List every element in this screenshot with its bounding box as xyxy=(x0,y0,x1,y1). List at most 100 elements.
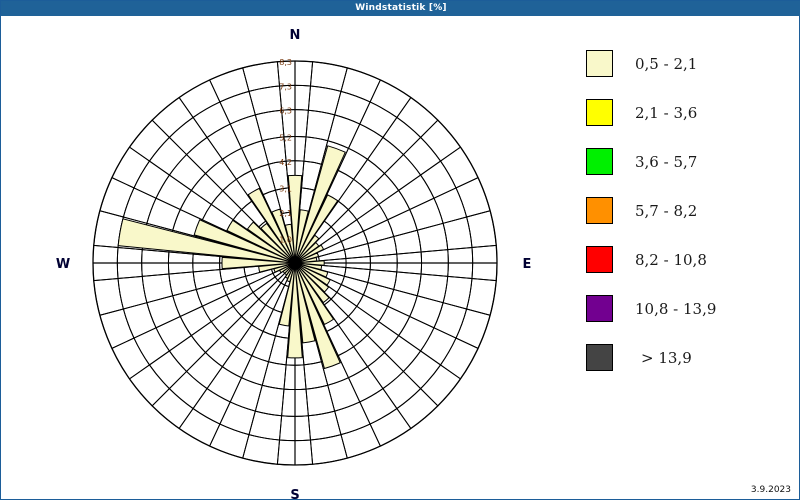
grid-cell xyxy=(155,174,193,211)
wind-petal[interactable] xyxy=(294,241,320,264)
wind-petal[interactable] xyxy=(294,262,316,344)
wind-petal[interactable] xyxy=(260,222,296,264)
grid-cell xyxy=(133,160,171,199)
grid-cell xyxy=(402,350,442,390)
grid-cell xyxy=(347,365,384,403)
grid-cell xyxy=(383,334,422,373)
wind-petal[interactable] xyxy=(193,219,296,264)
grid-cell xyxy=(402,136,442,176)
wind-petal[interactable] xyxy=(247,187,296,264)
wind-petal[interactable] xyxy=(117,218,296,264)
grid-cell xyxy=(396,96,439,139)
wind-petal[interactable] xyxy=(294,145,346,264)
grid-cell xyxy=(419,327,457,366)
grid-cell xyxy=(208,67,250,103)
window-titlebar: Windstatistik [%] xyxy=(1,1,800,16)
legend-item[interactable]: 8,2 - 10,8 xyxy=(586,235,786,284)
grid-cell xyxy=(240,354,270,386)
grid-cell xyxy=(397,315,435,352)
windrose-svg: 1,0 2,1 3,1 4,2 5,2 6,3 7,3 8,3 N E S W xyxy=(56,28,532,499)
grid-cell xyxy=(455,308,491,350)
grid-cell xyxy=(409,197,444,231)
grid-cell xyxy=(340,423,382,459)
wind-petal[interactable] xyxy=(294,262,341,370)
grid-cell xyxy=(397,174,435,211)
grid-cell xyxy=(305,384,336,417)
grid-cell xyxy=(343,266,371,284)
grid-cell xyxy=(382,116,422,156)
grid-cell xyxy=(378,305,411,337)
grid-cell xyxy=(128,364,171,407)
legend-item[interactable]: 0,5 - 2,1 xyxy=(586,39,786,88)
petals xyxy=(117,145,346,370)
compass-label-e: E xyxy=(523,257,532,272)
grid-cell xyxy=(219,401,256,436)
grid-cell xyxy=(148,350,188,390)
grid-cell xyxy=(393,229,422,255)
legend-swatch xyxy=(586,344,613,371)
wind-petal[interactable] xyxy=(294,252,320,264)
grid-cell xyxy=(229,114,263,149)
wind-petal[interactable] xyxy=(287,262,303,359)
legend-item[interactable]: 3,6 - 5,7 xyxy=(586,137,786,186)
wind-petal[interactable] xyxy=(258,262,296,273)
wind-petal[interactable] xyxy=(226,219,296,264)
grid-cell xyxy=(327,114,361,149)
grid-cell xyxy=(190,172,224,206)
legend-item[interactable]: 2,1 - 3,6 xyxy=(586,88,786,137)
radial-tick-label: 2,1 xyxy=(279,209,292,218)
wind-petal[interactable] xyxy=(294,244,325,264)
legend-item[interactable]: 10,8 - 13,9 xyxy=(586,284,786,333)
grid-cell xyxy=(433,302,468,339)
grid-cell xyxy=(179,189,212,221)
grid-cell xyxy=(192,387,231,425)
legend-label: 2,1 - 3,6 xyxy=(635,103,698,122)
grid-cell xyxy=(419,160,457,199)
wind-petal[interactable] xyxy=(294,234,320,264)
grid-cell xyxy=(148,136,188,176)
grid-cell xyxy=(419,364,462,407)
grid-cell xyxy=(386,288,418,318)
wind-petal[interactable] xyxy=(294,194,339,264)
grid-cell xyxy=(128,119,171,162)
legend-swatch xyxy=(586,148,613,175)
wind-petal[interactable] xyxy=(284,223,296,264)
outer-circle xyxy=(92,60,498,466)
grid-cell xyxy=(146,295,181,329)
grid-cell xyxy=(419,119,462,162)
wind-petal[interactable] xyxy=(287,174,303,264)
wind-petal[interactable] xyxy=(294,260,325,266)
radial-tick-label: 6,3 xyxy=(279,107,292,116)
grid-cell xyxy=(383,153,422,192)
grid-cell xyxy=(192,269,223,291)
grid-cell xyxy=(367,235,398,257)
grid-cell xyxy=(264,282,286,310)
radial-tick-label: 8,3 xyxy=(279,58,292,67)
grid-cell xyxy=(262,308,283,337)
date-stamp: 3.9.2023 xyxy=(750,485,791,495)
wind-petal[interactable] xyxy=(294,262,331,286)
grid-cell xyxy=(122,187,157,224)
legend-item[interactable]: 5,7 - 8,2 xyxy=(586,186,786,235)
grid-cell xyxy=(179,305,212,337)
wind-petal[interactable] xyxy=(221,256,296,270)
grid-cell xyxy=(168,116,208,156)
wind-petal[interactable] xyxy=(294,262,335,326)
wind-petal[interactable] xyxy=(271,208,296,264)
wind-petal[interactable] xyxy=(294,262,330,293)
wind-petal[interactable] xyxy=(246,221,296,264)
wind-petal[interactable] xyxy=(294,262,330,304)
grid-cell xyxy=(366,351,405,390)
grid-cell xyxy=(208,423,250,459)
radial-tick-label: 1,0 xyxy=(279,236,292,245)
axis-labels: 1,0 2,1 3,1 4,2 5,2 6,3 7,3 8,3 N E S W xyxy=(56,28,532,499)
grid-cell xyxy=(99,176,135,218)
grid-cell xyxy=(204,158,238,192)
window-title: Windstatistik [%] xyxy=(355,3,447,13)
grid-cell xyxy=(416,273,449,304)
legend-item[interactable]: > 13,9 xyxy=(586,333,786,382)
grid-cell xyxy=(409,295,444,329)
legend-label: > 13,9 xyxy=(641,348,692,367)
grid-cell xyxy=(359,101,398,139)
legend-swatch xyxy=(586,246,613,273)
